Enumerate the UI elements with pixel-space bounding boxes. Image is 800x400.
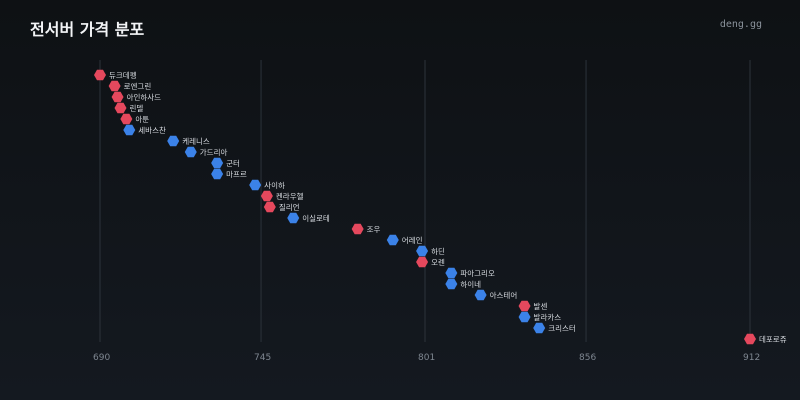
point-label: 발센 bbox=[534, 301, 548, 311]
data-point[interactable]: 조우 bbox=[351, 223, 381, 235]
data-point[interactable]: 질리언 bbox=[263, 201, 300, 213]
point-marker[interactable] bbox=[416, 256, 429, 268]
point-marker[interactable] bbox=[111, 91, 124, 103]
x-tick-label: 801 bbox=[418, 353, 435, 363]
point-label: 린델 bbox=[129, 103, 143, 113]
point-marker[interactable] bbox=[114, 102, 127, 114]
point-label: 세바스찬 bbox=[138, 125, 166, 135]
point-label: 질리언 bbox=[279, 202, 300, 212]
point-label: 마프르 bbox=[226, 170, 247, 179]
point-label: 오렌 bbox=[431, 257, 445, 267]
point-label: 하이네 bbox=[460, 279, 481, 289]
point-label: 데포로쥬 bbox=[759, 335, 787, 344]
point-marker[interactable] bbox=[94, 69, 106, 81]
point-label: 조우 bbox=[367, 225, 381, 234]
point-marker[interactable] bbox=[167, 135, 180, 147]
point-label: 하딘 bbox=[431, 246, 445, 256]
point-marker[interactable] bbox=[518, 300, 531, 312]
point-label: 아툰 bbox=[135, 114, 149, 124]
point-marker[interactable] bbox=[211, 168, 224, 180]
point-label: 케레니스 bbox=[182, 137, 210, 146]
data-point[interactable]: 아인하사드 bbox=[111, 91, 162, 103]
point-label: 이실로테 bbox=[302, 213, 330, 223]
data-point[interactable]: 이실로테 bbox=[287, 212, 330, 224]
brand-label: deng.gg bbox=[719, 19, 762, 30]
data-point[interactable]: 데포로쥬 bbox=[744, 333, 787, 345]
point-marker[interactable] bbox=[287, 212, 300, 224]
point-marker[interactable] bbox=[744, 333, 756, 345]
point-marker[interactable] bbox=[386, 234, 399, 246]
data-point[interactable]: 듀크데펭 bbox=[94, 69, 137, 81]
point-label: 사이하 bbox=[264, 180, 285, 190]
x-tick-label: 856 bbox=[579, 353, 596, 363]
point-marker[interactable] bbox=[474, 289, 487, 301]
point-marker[interactable] bbox=[249, 179, 262, 191]
point-marker[interactable] bbox=[260, 190, 273, 202]
point-marker[interactable] bbox=[445, 267, 458, 279]
point-marker[interactable] bbox=[108, 80, 121, 92]
chart-title: 전서버 가격 분포 bbox=[30, 20, 145, 39]
data-point[interactable]: 파아그리오 bbox=[445, 267, 495, 279]
point-marker[interactable] bbox=[123, 124, 136, 136]
data-point[interactable]: 오렌 bbox=[416, 256, 445, 268]
data-point[interactable]: 하이네 bbox=[445, 278, 481, 290]
point-label: 아인하사드 bbox=[127, 92, 162, 102]
data-point[interactable]: 아스테어 bbox=[474, 289, 518, 301]
data-point[interactable]: 크리스터 bbox=[533, 322, 576, 334]
point-marker[interactable] bbox=[445, 278, 458, 290]
grid-layer: 690 745 801 856 912 bbox=[93, 60, 760, 363]
point-marker[interactable] bbox=[120, 113, 133, 125]
point-label: 켄라우헬 bbox=[276, 191, 304, 201]
point-marker[interactable] bbox=[518, 311, 531, 323]
data-point[interactable]: 사이하 bbox=[249, 179, 285, 191]
point-marker[interactable] bbox=[533, 322, 546, 334]
point-marker[interactable] bbox=[263, 201, 276, 213]
point-marker[interactable] bbox=[351, 223, 364, 235]
data-point[interactable]: 아툰 bbox=[120, 113, 149, 125]
x-tick-label: 912 bbox=[743, 353, 760, 363]
point-label: 어레인 bbox=[402, 235, 423, 245]
data-point[interactable]: 어레인 bbox=[386, 234, 423, 246]
point-label: 듀크데펭 bbox=[109, 70, 137, 80]
data-point[interactable]: 가드리아 bbox=[184, 146, 228, 158]
data-point[interactable]: 마프르 bbox=[211, 168, 247, 180]
data-point[interactable]: 케레니스 bbox=[167, 135, 210, 147]
data-point[interactable]: 하딘 bbox=[416, 245, 445, 257]
point-marker[interactable] bbox=[416, 245, 429, 257]
point-label: 파아그리오 bbox=[460, 268, 495, 278]
point-label: 아스테어 bbox=[490, 290, 518, 300]
data-point[interactable]: 군터 bbox=[211, 157, 240, 169]
data-point[interactable]: 로엔그린 bbox=[108, 80, 152, 92]
point-label: 가드리아 bbox=[200, 147, 228, 157]
data-point[interactable]: 린델 bbox=[114, 102, 144, 114]
point-marker[interactable] bbox=[184, 146, 197, 158]
point-label: 크리스터 bbox=[548, 324, 576, 333]
point-label: 로엔그린 bbox=[124, 81, 152, 91]
point-label: 발라카스 bbox=[534, 313, 562, 322]
data-point[interactable]: 발센 bbox=[518, 300, 548, 312]
x-tick-label: 690 bbox=[93, 353, 110, 363]
x-tick-label: 745 bbox=[254, 353, 271, 363]
points-layer: 듀크데펭로엔그린아인하사드린델아툰세바스찬케레니스가드리아군터마프르사이하켄라우… bbox=[94, 69, 787, 345]
point-label: 군터 bbox=[226, 159, 240, 168]
data-point[interactable]: 세바스찬 bbox=[123, 124, 166, 136]
data-point[interactable]: 켄라우헬 bbox=[260, 190, 304, 202]
point-marker[interactable] bbox=[211, 157, 224, 169]
data-point[interactable]: 발라카스 bbox=[518, 311, 562, 323]
